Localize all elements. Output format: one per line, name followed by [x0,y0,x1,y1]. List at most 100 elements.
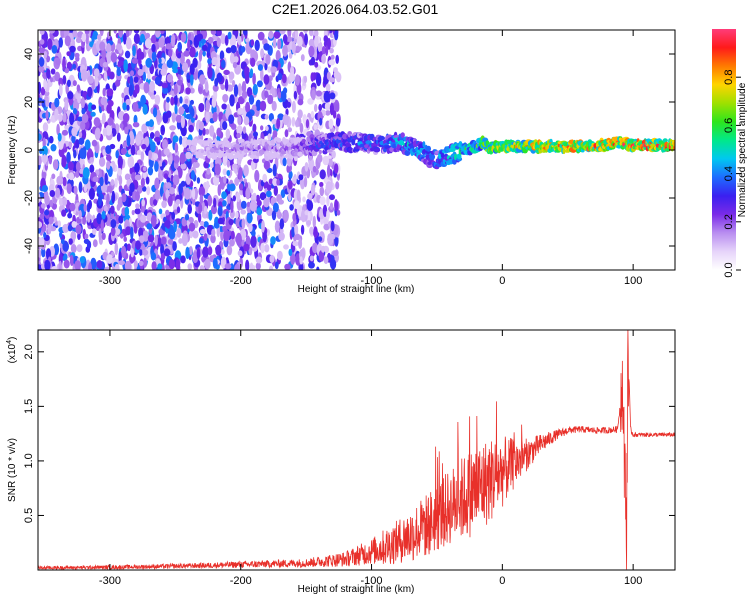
spectrogram-cell [287,127,292,133]
spectrogram-cell [245,187,251,200]
spectrogram-cell [130,226,134,240]
spectrogram-cell [280,189,286,199]
spectrogram-cell [181,233,188,247]
spectrogram-cell [125,37,132,50]
spectrogram-cell [121,193,127,203]
spectrogram-cell [283,244,289,250]
spectrogram-cell [234,168,238,174]
spectrogram-cell [278,232,285,241]
spectrogram-cell [207,139,214,143]
spectrogram-cell [208,209,213,221]
spectrogram-cell [38,56,45,67]
spectrogram-cell [72,63,77,69]
spectrogram-cell [61,209,67,217]
spectrogram-cell [485,140,490,146]
spectrogram-cell [149,196,154,207]
spectrogram-cell [241,218,246,230]
spectrogram-cell [322,204,328,217]
spectrogram-cell [207,36,214,44]
spectrogram-cell [75,224,82,235]
spectrogram-cell [61,154,67,168]
spectrogram-cell [41,99,46,108]
spectrogram-cell [229,239,235,247]
spectrogram-cell [240,200,247,209]
y-tick-label: 2.0 [23,344,35,359]
spectrogram-cell [315,90,322,97]
spectrogram-cell [132,122,140,128]
spectrogram-cell [232,61,237,69]
spectrogram-cell [209,125,215,137]
x-tick-label: -100 [361,575,383,587]
spectrogram-cell [295,233,301,241]
spectrogram-cell [196,33,203,42]
spectrogram-cell [233,56,239,63]
spectrogram-cell [100,96,108,106]
spectrogram-cell [205,180,210,190]
spectrogram-cell [184,98,189,104]
spectrogram-cell [321,46,326,55]
spectrogram-cell [308,261,315,269]
spectrogram-cell [170,96,175,106]
spectrogram-cell [55,187,61,198]
spectrogram-cell [204,258,211,270]
spectrogram-cell [152,107,158,118]
spectrogram-cell [284,263,291,270]
spectrogram-cell [158,208,163,215]
spectrogram-cell [78,181,83,193]
spectrogram-cell [190,170,195,180]
spectrogram-cell [80,68,88,82]
spectrogram-cell [286,36,293,42]
spectrogram-cell [142,104,148,115]
spectrogram-cell [43,78,48,90]
spectrogram-cell [105,145,112,155]
spectrogram-cell [168,230,176,240]
spectrogram-cell [99,41,106,51]
spectrogram-cell [58,113,63,122]
spectrogram-cell [310,184,316,196]
spectrogram-cell [276,178,280,186]
spectrogram-cell [185,87,191,95]
spectrogram-cell [79,147,86,160]
spectrogram-cell [305,119,310,129]
spectrogram-cell [223,230,230,242]
spectrogram-cell [150,214,157,228]
spectrogram-cell [232,195,236,202]
spectrogram-cell [154,130,160,139]
spectrogram-cell [263,74,270,85]
spectrogram-cell [64,35,71,47]
spectrogram-cell [260,125,264,131]
spectrogram-cell [220,84,226,90]
spectrogram-cell [163,173,168,180]
spectrogram-cell [97,34,102,41]
spectrogram-cell [272,163,277,177]
spectrogram-cell [166,73,174,83]
spectrogram-cell [58,37,63,48]
spectrogram-cell [101,232,106,240]
spectrogram-cell [329,102,334,116]
spectrogram-cell [124,260,132,270]
spectrogram-cell [44,209,50,216]
spectrogram-cell [206,167,211,175]
snr-panel: -300 -200 -100 0 100 0.5 1.0 1.5 2.0 Height of … [6,329,676,595]
spectrogram-cell [133,30,140,34]
spectrogram-cell [422,141,426,148]
spectrogram-cell [77,116,83,122]
spectrogram-cell [45,97,49,108]
snr-x-label: Height of straight line (km) [298,584,415,595]
spectrogram-cell [58,197,64,206]
spectrogram-cell [135,240,141,251]
spectrogram-cell [202,127,206,136]
spectrogram-cell [279,30,286,35]
spectrogram-cell [312,165,317,173]
spectrogram-cell [41,203,46,209]
y-tick-label: 1.5 [23,399,35,414]
spectrogram-cell [154,189,161,201]
spectrogram-cell [392,143,397,149]
spectrogram-cell [70,231,77,241]
spectrogram-cell [202,246,209,258]
spectrogram-cell [181,136,188,148]
spectrogram-cell [172,174,180,186]
spectrogram-cell [562,148,566,155]
spectrogram-cell [296,189,301,202]
x-tick-label: 100 [624,275,642,287]
